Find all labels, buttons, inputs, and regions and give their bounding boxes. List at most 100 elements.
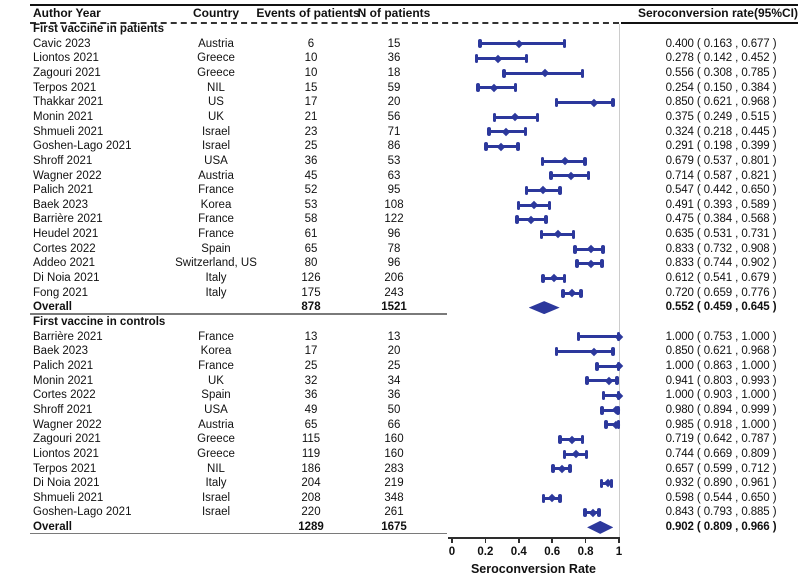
country-cell: France <box>198 330 234 343</box>
ci-line <box>577 335 619 339</box>
n-cell: 86 <box>387 140 401 153</box>
rate-ci-cell: 0.719 ( 0.642 , 0.787 ) <box>665 433 777 446</box>
country-cell: France <box>198 184 234 197</box>
table-row: Thakkar 2021 US 17 20 0.850 ( 0.621 , 0.968 … <box>0 95 800 110</box>
country-cell: Greece <box>197 433 235 446</box>
ci-line <box>555 350 614 354</box>
ci-lower-cap <box>549 171 553 181</box>
country-cell: Spain <box>201 389 231 402</box>
ci-upper-cap <box>535 112 539 122</box>
x-axis-tick-label: 1 <box>615 546 623 558</box>
ci-lower-cap <box>541 493 546 503</box>
ci-lower-cap <box>595 361 599 371</box>
rate-ci-cell: 0.985 ( 0.918 , 1.000 ) <box>665 418 777 431</box>
country-cell: Italy <box>205 286 227 299</box>
table-row: Wagner 2022 Austria 65 66 0.985 ( 0.918 , 1.… <box>0 418 800 433</box>
n-cell: 160 <box>384 447 404 460</box>
ci-line <box>596 364 619 368</box>
author-cell: Monin 2021 <box>33 110 94 123</box>
events-cell: 65 <box>304 242 318 255</box>
ci-upper-cap <box>544 215 548 225</box>
ci-upper-cap <box>524 54 529 64</box>
n-cell: 95 <box>387 184 401 197</box>
column-header-events: Events of patients <box>256 6 360 20</box>
ci-upper-cap <box>547 200 552 210</box>
rate-ci-cell: 0.254 ( 0.150 , 0.384 ) <box>665 81 777 94</box>
n-cell: 36 <box>387 52 401 65</box>
n-cell: 160 <box>384 433 404 446</box>
ci-upper-cap <box>583 156 587 166</box>
rate-ci-cell: 1.000 ( 0.753 , 1.000 ) <box>665 330 777 343</box>
events-cell: 32 <box>304 374 318 387</box>
overall-n-cell: 1675 <box>381 521 407 534</box>
country-cell: UK <box>208 110 224 123</box>
n-cell: 34 <box>387 374 401 387</box>
events-cell: 45 <box>304 169 318 182</box>
author-cell: Palich 2021 <box>33 359 94 372</box>
point-estimate-marker <box>539 186 548 195</box>
n-cell: 59 <box>387 81 401 94</box>
n-cell: 15 <box>387 37 401 50</box>
events-cell: 53 <box>304 198 318 211</box>
overall-events-cell: 1289 <box>298 521 324 534</box>
rate-ci-cell: 0.278 ( 0.142 , 0.452 ) <box>665 52 777 65</box>
country-cell: Israel <box>201 125 231 138</box>
author-cell: Addeo 2021 <box>33 257 96 270</box>
table-row: Fong 2021 Italy 175 243 0.720 ( 0.659 , 0.77… <box>0 286 800 301</box>
rate-ci-cell: 0.843 ( 0.793 , 0.885 ) <box>665 506 777 519</box>
ci-upper-cap <box>571 229 576 239</box>
ci-lower-cap <box>604 420 608 430</box>
country-cell: Italy <box>205 272 227 285</box>
table-row: Palich 2021 France 52 95 0.547 ( 0.442 , 0.6… <box>0 183 800 198</box>
events-cell: 23 <box>304 125 318 138</box>
ci-upper-cap <box>615 376 619 386</box>
ci-lower-cap <box>515 215 519 225</box>
group-separator-line <box>30 532 447 535</box>
ci-upper-cap <box>580 68 585 78</box>
ci-upper-cap <box>562 39 567 49</box>
rate-ci-cell: 0.720 ( 0.659 , 0.776 ) <box>665 286 777 299</box>
country-cell: Italy <box>205 477 227 490</box>
reference-line <box>619 24 620 537</box>
overall-n-cell: 1521 <box>381 301 407 314</box>
pooled-estimate-diamond <box>587 520 614 534</box>
group-label: First vaccine in patients <box>33 23 165 35</box>
rate-ci-cell: 0.612 ( 0.541 , 0.679 ) <box>665 272 777 285</box>
rate-ci-cell: 1.000 ( 0.863 , 1.000 ) <box>665 359 777 372</box>
point-estimate-marker <box>514 39 524 49</box>
x-axis-line <box>448 537 620 539</box>
point-estimate-marker <box>571 449 581 459</box>
ci-lower-cap <box>599 478 604 488</box>
author-cell: Goshen-Lago 2021 <box>33 506 132 519</box>
table-row: Overall 878 1521 0.552 ( 0.459 , 0.645 ) <box>0 300 800 315</box>
ci-upper-cap <box>513 83 518 93</box>
table-row: First vaccine in controls <box>0 315 800 330</box>
rate-ci-cell: 0.714 ( 0.587 , 0.821 ) <box>665 169 777 182</box>
column-header-rate: Seroconversion rate(95%CI) <box>637 6 798 20</box>
header-dashed-underline <box>30 21 619 24</box>
n-cell: 206 <box>384 272 404 285</box>
x-axis-tick-label: 0.2 <box>477 546 494 558</box>
country-cell: Greece <box>197 447 235 460</box>
column-header-n: N of patients <box>357 6 431 20</box>
ci-lower-cap <box>551 464 555 474</box>
events-cell: 61 <box>304 228 318 241</box>
rate-ci-cell: 0.850 ( 0.621 , 0.968 ) <box>665 345 777 358</box>
table-row: Barrière 2021 France 58 122 0.475 ( 0.384 , … <box>0 212 800 227</box>
table-row: First vaccine in patients <box>0 22 800 37</box>
rate-ci-cell: 1.000 ( 0.903 , 1.000 ) <box>665 389 777 402</box>
events-cell: 115 <box>301 433 321 446</box>
rate-ci-cell: 0.375 ( 0.249 , 0.515 ) <box>665 110 777 123</box>
rate-ci-cell: 0.291 ( 0.198 , 0.399 ) <box>665 140 777 153</box>
events-cell: 49 <box>304 403 318 416</box>
table-row: Liontos 2021 Greece 119 160 0.744 ( 0.669 , … <box>0 447 800 462</box>
n-cell: 219 <box>384 477 404 490</box>
rate-ci-cell: 0.491 ( 0.393 , 0.589 ) <box>665 198 777 211</box>
x-axis-tick <box>584 537 587 543</box>
n-cell: 18 <box>387 66 401 79</box>
ci-upper-cap <box>611 98 615 108</box>
point-estimate-marker <box>510 112 519 122</box>
ci-lower-cap <box>600 405 604 415</box>
n-cell: 25 <box>387 359 401 372</box>
author-cell: Cortes 2022 <box>33 242 96 255</box>
